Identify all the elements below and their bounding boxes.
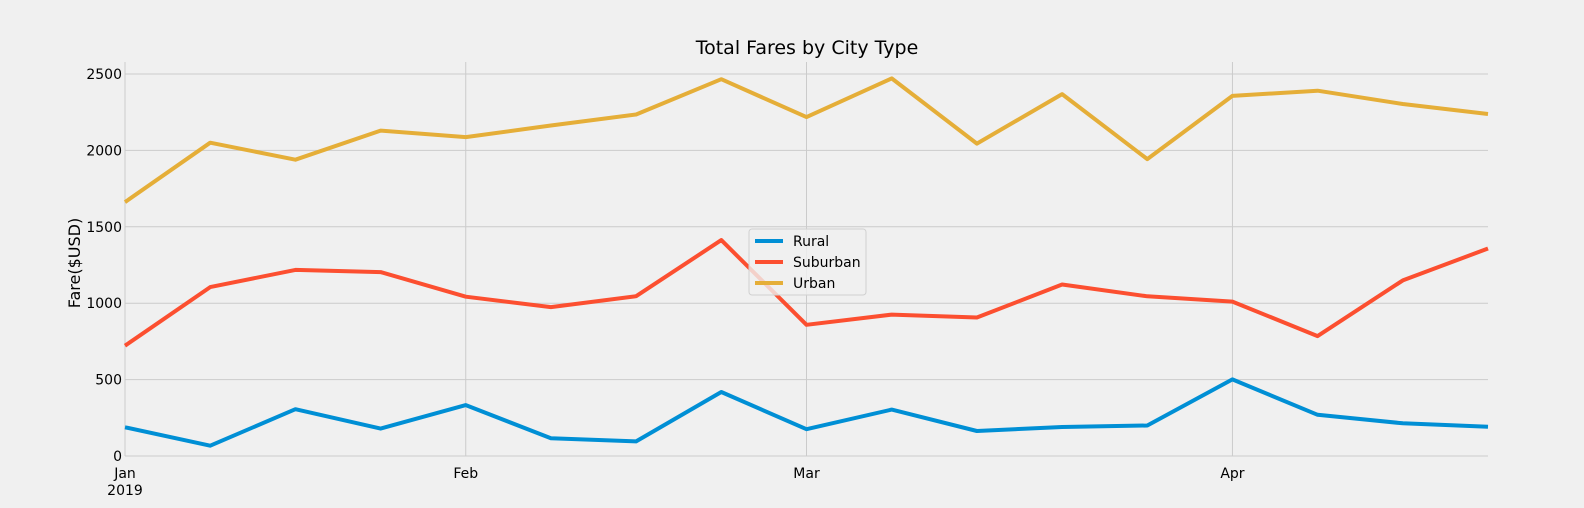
x-tick-label: Mar (793, 466, 820, 482)
x-tick-label: Feb (453, 466, 478, 482)
y-tick-label: 2500 (86, 67, 122, 83)
y-tick-label: 500 (95, 373, 122, 389)
legend-label-rural: Rural (793, 234, 829, 250)
y-tick-label: 2000 (86, 143, 122, 159)
legend: Rural Suburban Urban (749, 229, 866, 295)
x-tick-label: Jan (113, 466, 136, 482)
legend-label-urban: Urban (793, 276, 835, 292)
chart-title: Total Fares by City Type (695, 37, 919, 59)
legend-label-suburban: Suburban (793, 255, 861, 271)
x-tick-label: Apr (1220, 466, 1244, 482)
y-tick-label: 0 (113, 449, 122, 465)
y-tick-label: 1000 (86, 296, 122, 312)
y-axis-label: Fare($USD) (65, 218, 84, 308)
x-tick-sublabel: 2019 (107, 483, 143, 499)
y-tick-label: 1500 (86, 220, 122, 236)
